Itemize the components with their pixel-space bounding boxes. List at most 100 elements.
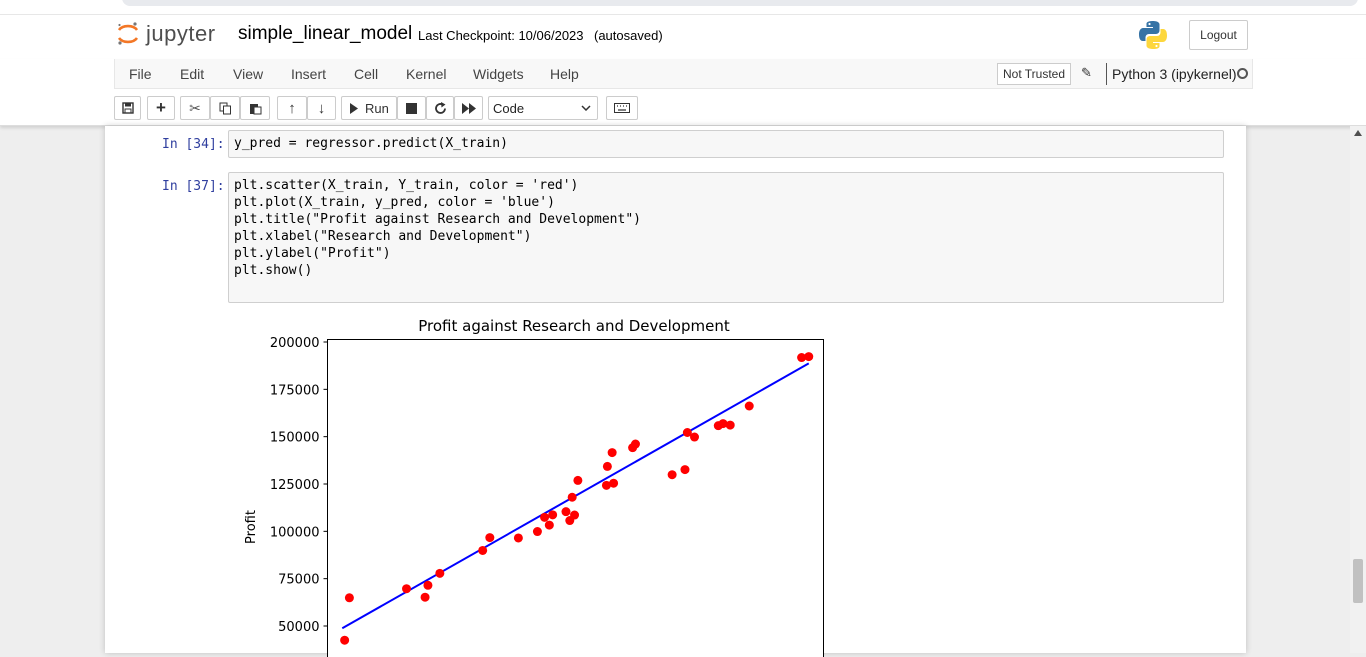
menu-cell[interactable]: Cell: [354, 66, 378, 82]
scatter-point: [340, 636, 349, 645]
run-icon: [349, 103, 359, 114]
move-up-button[interactable]: ↑: [277, 96, 307, 120]
menu-insert[interactable]: Insert: [291, 66, 326, 82]
paste-icon: [249, 102, 262, 115]
scatter-point: [485, 533, 494, 542]
copy-button[interactable]: [210, 96, 240, 120]
menu-view[interactable]: View: [233, 66, 263, 82]
scatter-point: [421, 593, 430, 602]
cut-icon: ✂: [189, 100, 201, 117]
jupyter-logo-text: jupyter: [146, 21, 216, 47]
menu-edit[interactable]: Edit: [180, 66, 204, 82]
code-line: y_pred = regressor.predict(X_train): [234, 136, 508, 151]
code-cell-input[interactable]: plt.scatter(X_train, Y_train, color = 'r…: [228, 172, 1224, 303]
code-line: plt.plot(X_train, y_pred, color = 'blue'…: [234, 194, 1218, 211]
arrow-down-icon: ↓: [318, 100, 326, 117]
interrupt-button[interactable]: [397, 96, 426, 120]
scatter-point: [345, 593, 354, 602]
autosave-status: (autosaved): [594, 28, 663, 43]
insert-cell-button[interactable]: +: [147, 96, 175, 120]
restart-icon: [434, 102, 447, 115]
y-tick-label: 125000: [270, 478, 320, 493]
scatter-point: [548, 510, 557, 519]
scroll-up-arrow-icon[interactable]: [1354, 130, 1362, 136]
jupyter-logo-icon: [116, 21, 140, 47]
restart-button[interactable]: [426, 96, 454, 120]
cell-type-value: Code: [493, 101, 524, 116]
pencil-icon[interactable]: ✎: [1081, 65, 1092, 81]
scatter-point: [603, 462, 612, 471]
chart-output: Profit against Research and Development …: [230, 312, 850, 657]
scatter-point: [631, 440, 640, 449]
scatter-point: [804, 352, 813, 361]
copy-icon: [219, 102, 232, 115]
scatter-point: [726, 421, 735, 430]
scatter-point: [545, 521, 554, 530]
code-line: plt.show(): [234, 262, 1218, 279]
y-tick-label: 200000: [270, 336, 320, 351]
menu-kernel[interactable]: Kernel: [406, 66, 446, 82]
code-cell-input[interactable]: y_pred = regressor.predict(X_train): [228, 130, 1224, 158]
scatter-point: [402, 584, 411, 593]
cell-type-select[interactable]: Code: [488, 96, 598, 120]
scatter-point: [609, 479, 618, 488]
save-button[interactable]: [114, 96, 141, 120]
run-button[interactable]: Run: [341, 96, 397, 120]
logout-button[interactable]: Logout: [1189, 20, 1248, 50]
menu-widgets[interactable]: Widgets: [473, 66, 524, 82]
code-line: plt.title("Profit against Research and D…: [234, 211, 1218, 228]
y-tick-label: 175000: [270, 383, 320, 398]
scatter-point: [690, 433, 699, 442]
scatter-point: [478, 546, 487, 555]
scatter-point: [533, 527, 542, 536]
plus-icon: +: [156, 98, 166, 118]
scatter-point: [514, 533, 523, 542]
scrollbar-thumb[interactable]: [1353, 559, 1363, 603]
kernel-separator: [1106, 63, 1107, 85]
chart-title: Profit against Research and Development: [418, 317, 730, 335]
scatter-point: [423, 581, 432, 590]
browser-top-strip: [0, 0, 1366, 14]
scatter-point: [435, 569, 444, 578]
scatter-point: [568, 493, 577, 502]
menu-file[interactable]: File: [129, 66, 152, 82]
notebook-name[interactable]: simple_linear_model: [238, 23, 412, 45]
chevron-down-icon: [581, 105, 591, 111]
address-bar-edge: [122, 0, 1358, 6]
run-label: Run: [365, 101, 389, 116]
cut-button[interactable]: ✂: [180, 96, 210, 120]
python-logo-icon: [1138, 20, 1168, 50]
command-palette-button[interactable]: [606, 96, 638, 120]
page-scrollbar[interactable]: [1350, 126, 1366, 653]
y-axis-label: Profit: [244, 510, 259, 544]
fast-forward-icon: [462, 103, 476, 114]
restart-run-all-button[interactable]: [454, 96, 483, 120]
menubar-inner: File Edit View Insert Cell Kernel Widget…: [114, 59, 1253, 89]
code-line: plt.scatter(X_train, Y_train, color = 'r…: [234, 177, 1218, 194]
y-tick-label: 100000: [270, 525, 320, 540]
cell-prompt: In [34]:: [162, 137, 225, 152]
code-line: plt.ylabel("Profit"): [234, 245, 1218, 262]
scatter-point: [745, 401, 754, 410]
kernel-name[interactable]: Python 3 (ipykernel): [1112, 66, 1237, 82]
save-icon: [122, 102, 134, 114]
kernel-status-icon: [1237, 68, 1248, 79]
arrow-up-icon: ↑: [288, 100, 296, 117]
y-tick-label: 75000: [278, 573, 319, 588]
keyboard-icon: [614, 103, 630, 113]
code-line: plt.xlabel("Research and Development"): [234, 228, 1218, 245]
jupyter-logo[interactable]: jupyter: [116, 21, 216, 47]
y-tick-label: 150000: [270, 431, 320, 446]
trust-indicator[interactable]: Not Trusted: [997, 63, 1071, 85]
stop-icon: [406, 103, 417, 114]
cell-prompt: In [37]:: [162, 179, 225, 194]
scatter-point: [561, 507, 570, 516]
scatter-point: [668, 470, 677, 479]
move-down-button[interactable]: ↓: [307, 96, 336, 120]
menu-help[interactable]: Help: [550, 66, 579, 82]
paste-button[interactable]: [240, 96, 270, 120]
scatter-point: [608, 448, 617, 457]
notebook-header: jupyter simple_linear_model Last Checkpo…: [0, 14, 1366, 59]
scatter-point: [570, 511, 579, 520]
